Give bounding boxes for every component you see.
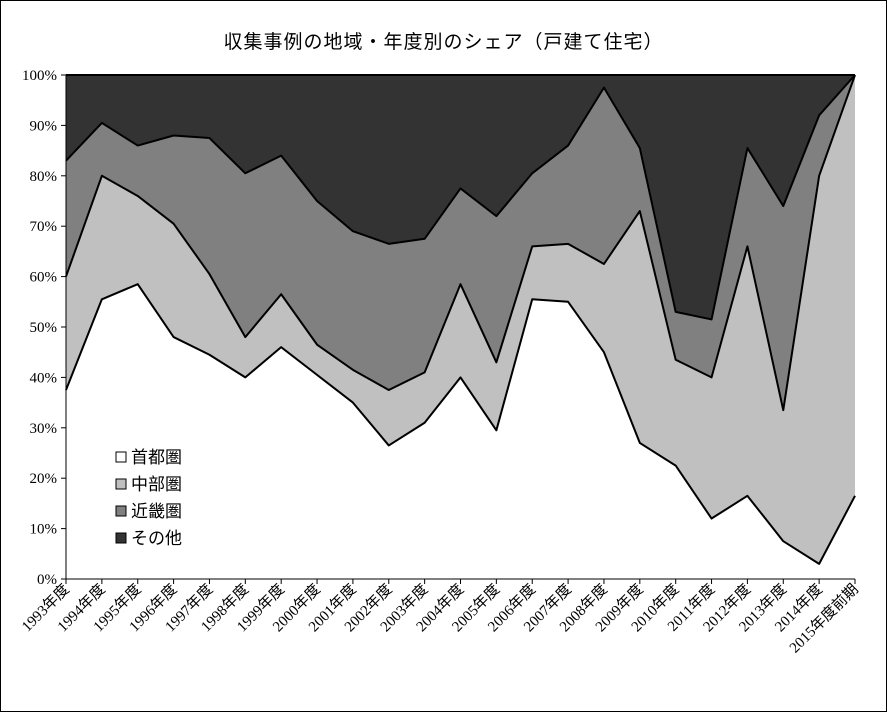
area-series-3: [66, 75, 855, 320]
boundary-line-1: [65, 74, 856, 412]
legend-swatch: [115, 451, 127, 463]
area-series-0: [66, 284, 855, 579]
series-areas: [66, 75, 855, 579]
legend-label: その他: [131, 529, 182, 549]
chart-title: 収集事例の地域・年度別のシェア（戸建て住宅）: [223, 31, 664, 53]
y-tick-label: 0%: [37, 572, 57, 588]
y-tick-label: 60%: [30, 270, 58, 286]
boundary-line-2: [65, 74, 856, 321]
boundary-line-0: [65, 283, 856, 565]
y-tick-label: 70%: [30, 219, 58, 235]
y-tick-label: 80%: [30, 169, 58, 185]
y-axis-ticks: 0% 10% 20% 30% 40% 50% 60% 70% 80% 90% 100%: [22, 68, 66, 588]
y-tick-label: 20%: [30, 471, 58, 487]
y-tick-label: 50%: [30, 320, 58, 336]
y-tick-label: 40%: [30, 370, 58, 386]
legend-swatch: [115, 505, 127, 517]
legend-label: 中部圏: [131, 475, 182, 495]
y-tick-label: 10%: [30, 522, 58, 538]
y-tick-label: 30%: [30, 421, 58, 437]
series-boundaries: [65, 74, 856, 565]
area-series-1: [66, 75, 855, 564]
legend-label: 近畿圏: [131, 502, 182, 522]
y-tick-label: 90%: [30, 118, 58, 134]
area-series-2: [66, 75, 855, 411]
legend-swatch: [115, 478, 127, 490]
legend-label: 首都圏: [131, 448, 182, 468]
legend-swatch: [115, 532, 127, 544]
y-tick-label: 100%: [22, 68, 57, 84]
x-axis-ticks: 1993年度1994年度1995年度1996年度1997年度1998年度1999…: [18, 579, 862, 656]
